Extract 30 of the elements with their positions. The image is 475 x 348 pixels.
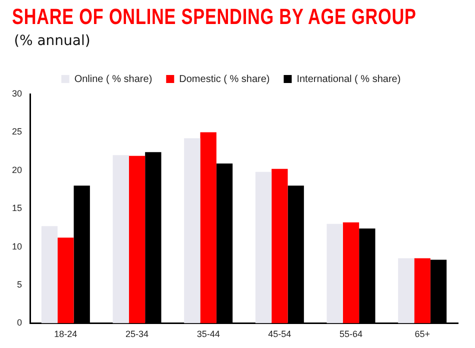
bar [200, 132, 216, 324]
legend-label: Domestic ( % share) [179, 74, 270, 85]
y-tick-label: 0 [16, 318, 22, 328]
bar [398, 258, 414, 324]
x-tick-label: 45-54 [268, 329, 292, 340]
bar [326, 224, 343, 324]
bar [184, 138, 200, 324]
bar [414, 258, 430, 324]
chart-title: SHARE OF ONLINE SPENDING BY AGE GROUP [12, 4, 416, 30]
bar [112, 155, 129, 324]
x-tick-label: 35-44 [196, 329, 220, 340]
bar [272, 168, 288, 324]
x-tick-label: 65+ [414, 329, 430, 340]
bar [255, 172, 272, 324]
legend-label: International ( % share) [296, 74, 401, 85]
bar [58, 238, 74, 324]
y-tick-label: 30 [12, 88, 22, 98]
y-tick-label: 20 [12, 164, 22, 175]
x-tick-label: 25-34 [125, 329, 149, 340]
chart-subtitle: (% annual) [14, 33, 90, 49]
bar [342, 222, 360, 324]
y-tick-label: 15 [12, 203, 22, 214]
bar [128, 156, 146, 324]
x-tick-label: 55-64 [339, 329, 363, 340]
y-tick-label: 5 [16, 279, 22, 290]
x-tick-label: 18-24 [54, 329, 78, 340]
y-tick-label: 25 [12, 126, 22, 137]
y-tick-label: 10 [12, 241, 22, 252]
legend-label: Online ( % share) [74, 74, 152, 85]
bar [41, 226, 58, 324]
